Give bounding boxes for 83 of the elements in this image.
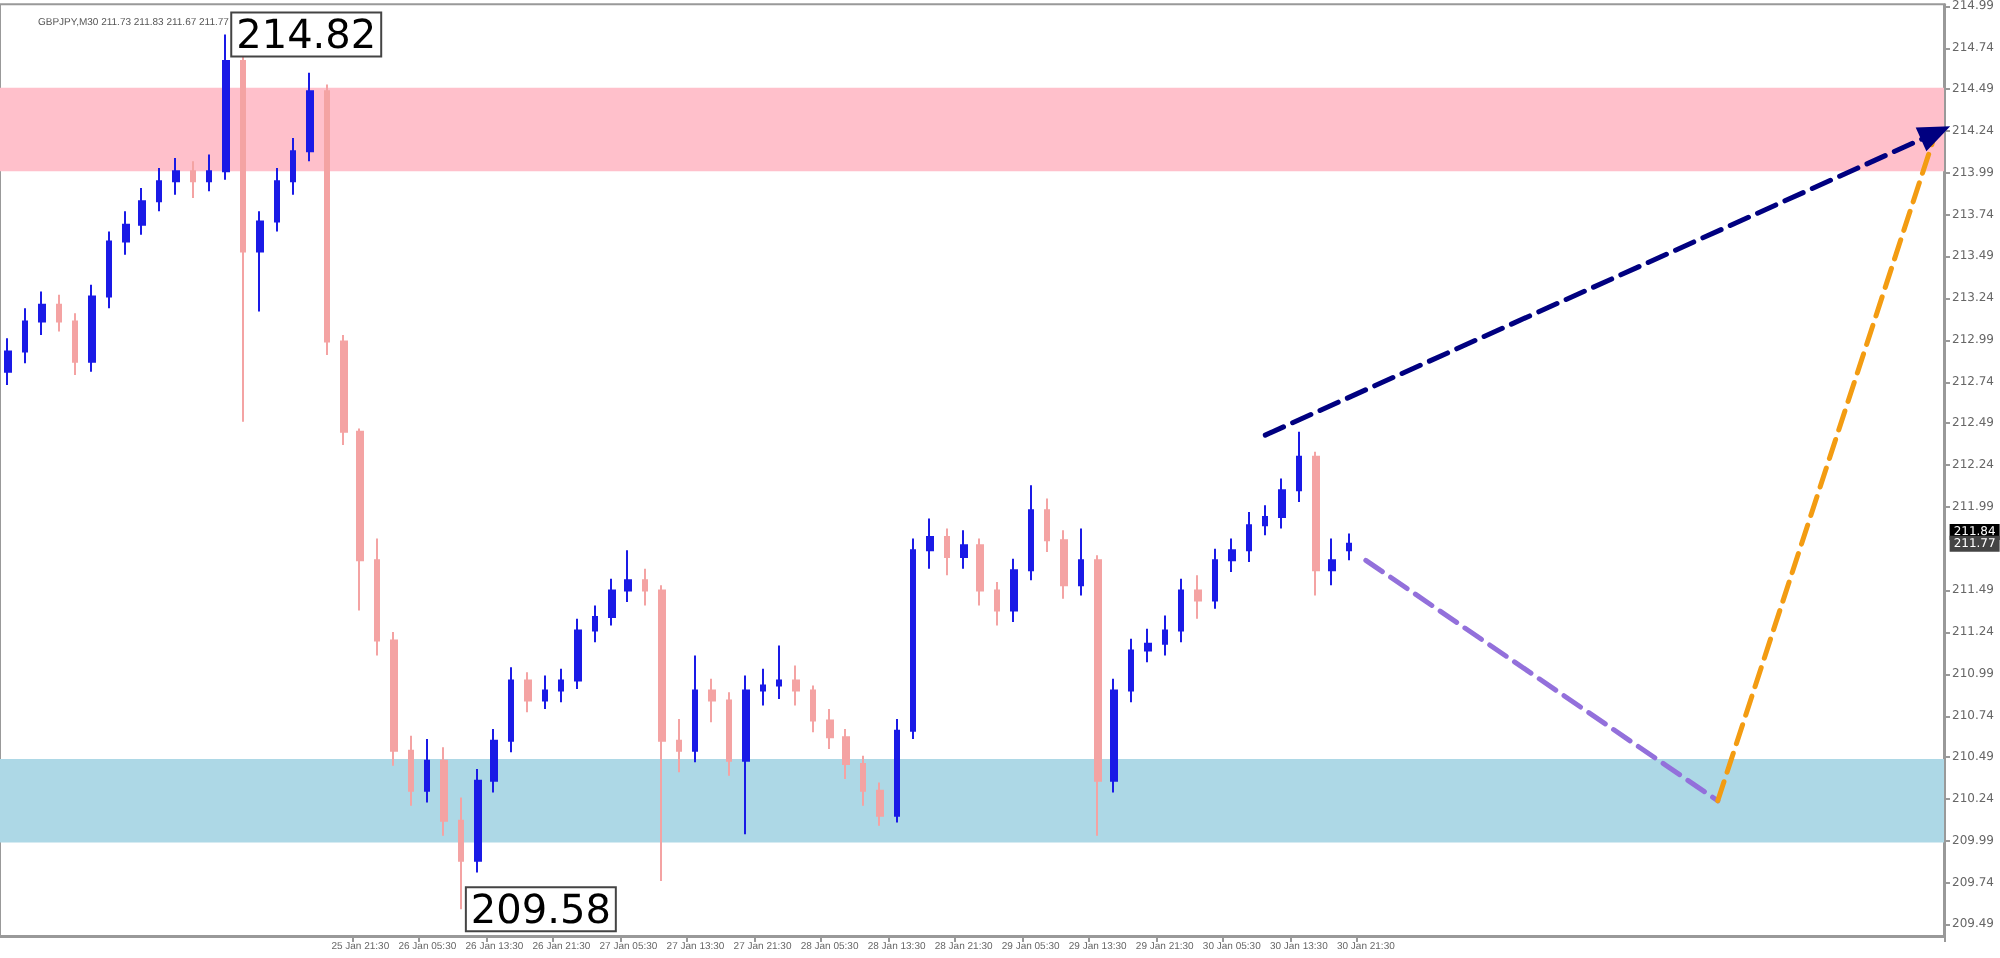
candlestick [542, 674, 548, 710]
candlestick [860, 754, 866, 807]
candlestick [1044, 497, 1050, 553]
candlestick [4, 337, 12, 387]
candlestick [474, 768, 482, 874]
candlestick [206, 153, 212, 193]
candlestick [172, 156, 180, 196]
candlestick [274, 166, 280, 233]
candlestick [1178, 577, 1184, 644]
candlestick [1162, 614, 1168, 657]
candlestick [256, 210, 264, 313]
candlestick [792, 664, 800, 707]
candlestick [642, 567, 648, 607]
candlestick [1194, 574, 1202, 620]
candlestick [222, 33, 230, 181]
candlestick [994, 581, 1000, 627]
candlestick [356, 427, 364, 612]
candlestick [976, 537, 984, 607]
candlestick [1128, 637, 1134, 704]
candlestick [708, 677, 716, 724]
candlestick [1296, 430, 1302, 503]
candlestick [340, 333, 348, 447]
candlestick [508, 666, 514, 754]
annotation: 214.82 [236, 10, 377, 59]
candlestick [760, 667, 766, 707]
candlestick [608, 577, 616, 627]
candlestick [910, 537, 916, 740]
candlestick [776, 644, 782, 700]
candlestick [960, 529, 968, 570]
candlestick [156, 166, 162, 213]
candlestick [894, 717, 900, 824]
candlestick [122, 210, 130, 256]
candlestick [1094, 554, 1102, 837]
candlestick [56, 293, 62, 333]
candlestick [624, 549, 632, 604]
candlestick [1346, 532, 1352, 562]
candlestick [592, 604, 598, 644]
candlestick [810, 684, 816, 734]
candlestick [1328, 537, 1336, 587]
candlestick [458, 796, 464, 911]
candlestick [1078, 527, 1084, 597]
candlestick [1144, 627, 1152, 664]
candlestick [574, 617, 582, 690]
candlestick [658, 584, 666, 882]
candlestick [1010, 557, 1018, 624]
candlestick [424, 737, 430, 804]
candlestick [676, 717, 682, 774]
candlestick [72, 312, 78, 376]
candlestick [22, 307, 28, 365]
candlestick [106, 230, 112, 310]
candlestick [1246, 510, 1252, 563]
candlestick [324, 83, 330, 356]
annotation: 209.58 [470, 885, 611, 934]
candlestick [1312, 450, 1320, 597]
candlestick [692, 654, 698, 764]
candlestick [726, 691, 732, 777]
candlestick [1228, 537, 1236, 574]
candlestick [374, 537, 380, 657]
candlestick [88, 283, 96, 373]
candlestick [440, 746, 448, 837]
candlestick [876, 781, 884, 827]
candlestick [306, 71, 314, 163]
candlestick [390, 631, 398, 767]
candlestick [490, 727, 498, 794]
candlestick [1028, 484, 1034, 582]
candlestick [240, 53, 246, 423]
candlestick [408, 734, 414, 807]
candlestick [290, 136, 296, 196]
candlestick [826, 707, 834, 750]
candlestick [1212, 547, 1218, 610]
candlestick [842, 727, 850, 781]
candlestick [1262, 504, 1268, 537]
candlestick [926, 517, 934, 570]
candlestick [1060, 529, 1068, 600]
candlestick [190, 160, 196, 200]
candlestick [558, 667, 564, 704]
candlestick [1278, 477, 1286, 530]
candlestick [524, 671, 532, 714]
candlestick [944, 527, 950, 577]
candlestick [38, 290, 46, 336]
candlestick [138, 186, 146, 236]
candlestick [1110, 677, 1118, 794]
candlestick [742, 674, 750, 836]
